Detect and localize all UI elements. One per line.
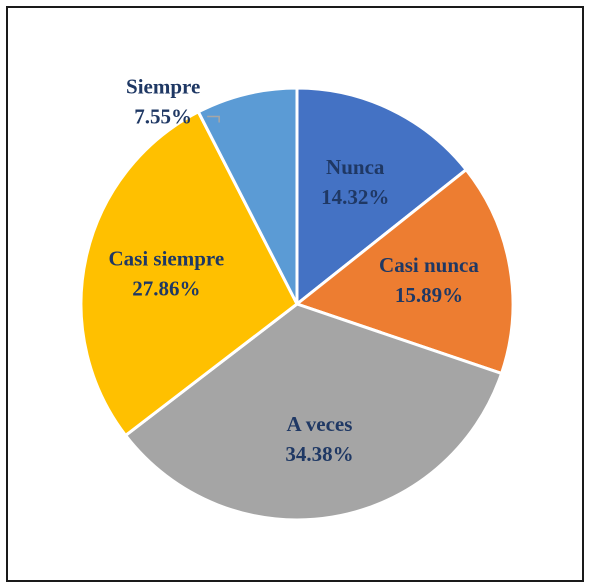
slice-casi-siempre	[79, 109, 299, 438]
slice-label-casi-siempre: Casi siempre	[108, 246, 224, 270]
slice-label-casi-nunca: Casi nunca	[379, 253, 479, 277]
slice-value-nunca: 14.32%	[321, 185, 389, 209]
slice-value-casi-nunca: 15.89%	[395, 283, 463, 307]
slice-value-casi-siempre: 27.86%	[132, 276, 200, 300]
slice-siempre	[196, 86, 299, 305]
slice-label-a-veces: A veces	[287, 412, 353, 436]
leader-line-siempre	[207, 115, 220, 123]
slice-nunca	[295, 86, 469, 308]
slice-label-nunca: Nunca	[326, 155, 385, 179]
slice-label-siempre: Siempre	[126, 74, 200, 98]
slice-casi-nunca	[293, 167, 515, 376]
pie-labels: Nunca 14.32% Casi nunca 15.89% A veces 34.38%…	[108, 74, 479, 466]
slice-value-siempre: 7.55%	[134, 104, 192, 128]
slice-value-a-veces: 34.38%	[285, 442, 353, 466]
slice-a-veces	[123, 302, 504, 522]
pie-slices	[79, 86, 515, 522]
